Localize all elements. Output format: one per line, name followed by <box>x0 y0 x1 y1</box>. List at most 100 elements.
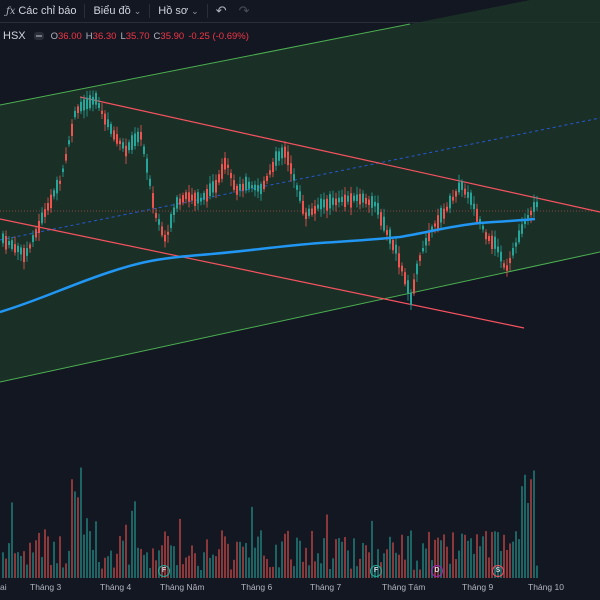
ohlc-low: L35.70 <box>120 30 150 42</box>
volume-bar <box>59 536 61 578</box>
candle-body <box>365 197 367 204</box>
volume-bar <box>26 564 28 578</box>
time-axis-label: Tháng 3 <box>30 582 62 592</box>
candle-body <box>215 179 217 193</box>
time-axis-label: ai <box>0 582 7 592</box>
volume-bar <box>329 569 331 578</box>
candle-body <box>155 213 157 218</box>
undo-icon[interactable]: ↶ <box>215 3 227 18</box>
candle-body <box>122 142 124 149</box>
volume-bar <box>122 540 124 578</box>
volume-bar <box>353 538 355 578</box>
volume-bar <box>293 566 295 578</box>
candle-body <box>245 176 247 191</box>
volume-bar <box>116 553 118 578</box>
candle-body <box>437 215 439 229</box>
candle-body <box>95 93 97 105</box>
volume-bar <box>191 545 193 578</box>
volume-bar <box>479 546 481 578</box>
candle-body <box>164 234 166 242</box>
volume-bar <box>35 540 37 578</box>
volume-bar <box>65 563 67 578</box>
candle-body <box>233 180 235 190</box>
event-badge[interactable]: S <box>492 565 504 577</box>
exchange-label: HSX <box>3 30 26 42</box>
candle-body <box>221 164 223 179</box>
candle-body <box>131 135 133 150</box>
volume-bar <box>161 545 163 578</box>
volume-bar <box>347 550 349 578</box>
candle-body <box>125 145 127 157</box>
volume-bar <box>356 566 358 578</box>
candle-body <box>392 239 394 251</box>
volume-bar <box>449 563 451 578</box>
volume-bar <box>224 536 226 578</box>
candle-body <box>38 220 40 234</box>
candle-body <box>191 194 193 201</box>
volume-bar <box>428 531 430 578</box>
candle-body <box>362 193 364 203</box>
redo-icon[interactable]: ↷ <box>238 3 250 18</box>
volume-bar <box>455 559 457 578</box>
candle-body <box>416 263 418 275</box>
candle-body <box>32 235 34 243</box>
candle-body <box>356 194 358 202</box>
candle-body <box>8 241 10 246</box>
volume-bar <box>521 486 523 578</box>
chart-menu-button[interactable]: Biểu đồ ⌄ <box>87 0 147 22</box>
candle-body <box>14 244 16 253</box>
volume-bar <box>413 569 415 578</box>
volume-bar <box>200 569 202 578</box>
candle-body <box>332 197 334 205</box>
candle-body <box>80 101 82 112</box>
volume-bar <box>248 557 250 578</box>
volume-bar <box>62 567 64 578</box>
toolbar-divider <box>149 4 151 18</box>
channel-mid-line <box>0 117 600 241</box>
candle-body <box>62 168 64 173</box>
chevron-down-icon: ⌄ <box>133 5 142 16</box>
event-badge[interactable]: F <box>370 565 382 577</box>
volume-bar <box>503 534 505 578</box>
volume-bar <box>533 470 535 578</box>
candle-body <box>179 198 181 205</box>
volume-bar <box>527 502 529 578</box>
profile-menu-button[interactable]: Hồ sơ ⌄ <box>152 0 204 22</box>
volume-bar <box>176 565 178 578</box>
candle-body <box>224 157 226 170</box>
volume-bar <box>482 536 484 578</box>
candle-body <box>77 106 79 113</box>
volume-bar <box>500 551 502 578</box>
candle-body <box>449 195 451 209</box>
event-badge[interactable]: D <box>431 565 443 577</box>
volume-bar <box>371 520 373 578</box>
candle-body <box>404 272 406 285</box>
volume-bar <box>401 534 403 578</box>
candle-body <box>263 180 265 189</box>
indicators-button[interactable]: ƒx Các chỉ báo <box>0 0 82 22</box>
visibility-icon[interactable] <box>33 32 44 40</box>
volume-bar <box>95 521 97 578</box>
candle-body <box>461 181 463 190</box>
candle-body <box>401 265 403 272</box>
volume-bar <box>197 565 199 578</box>
candle-body <box>281 147 283 159</box>
indicators-label: Các chỉ báo <box>18 5 77 17</box>
candle-body <box>182 195 184 203</box>
volume-bar <box>170 545 172 578</box>
candle-body <box>497 246 499 253</box>
volume-bar <box>221 530 223 578</box>
volume-bar <box>194 553 196 578</box>
candle-body <box>425 238 427 246</box>
volume-bar <box>491 531 493 578</box>
volume-bar <box>137 547 139 578</box>
candle-body <box>527 215 529 219</box>
candle-body <box>359 193 361 205</box>
volume-bar <box>140 548 142 578</box>
volume-bar <box>368 552 370 578</box>
candle-body <box>242 183 244 191</box>
event-badge[interactable]: F <box>158 565 170 577</box>
candle-body <box>491 235 493 249</box>
volume-bar <box>5 558 7 578</box>
